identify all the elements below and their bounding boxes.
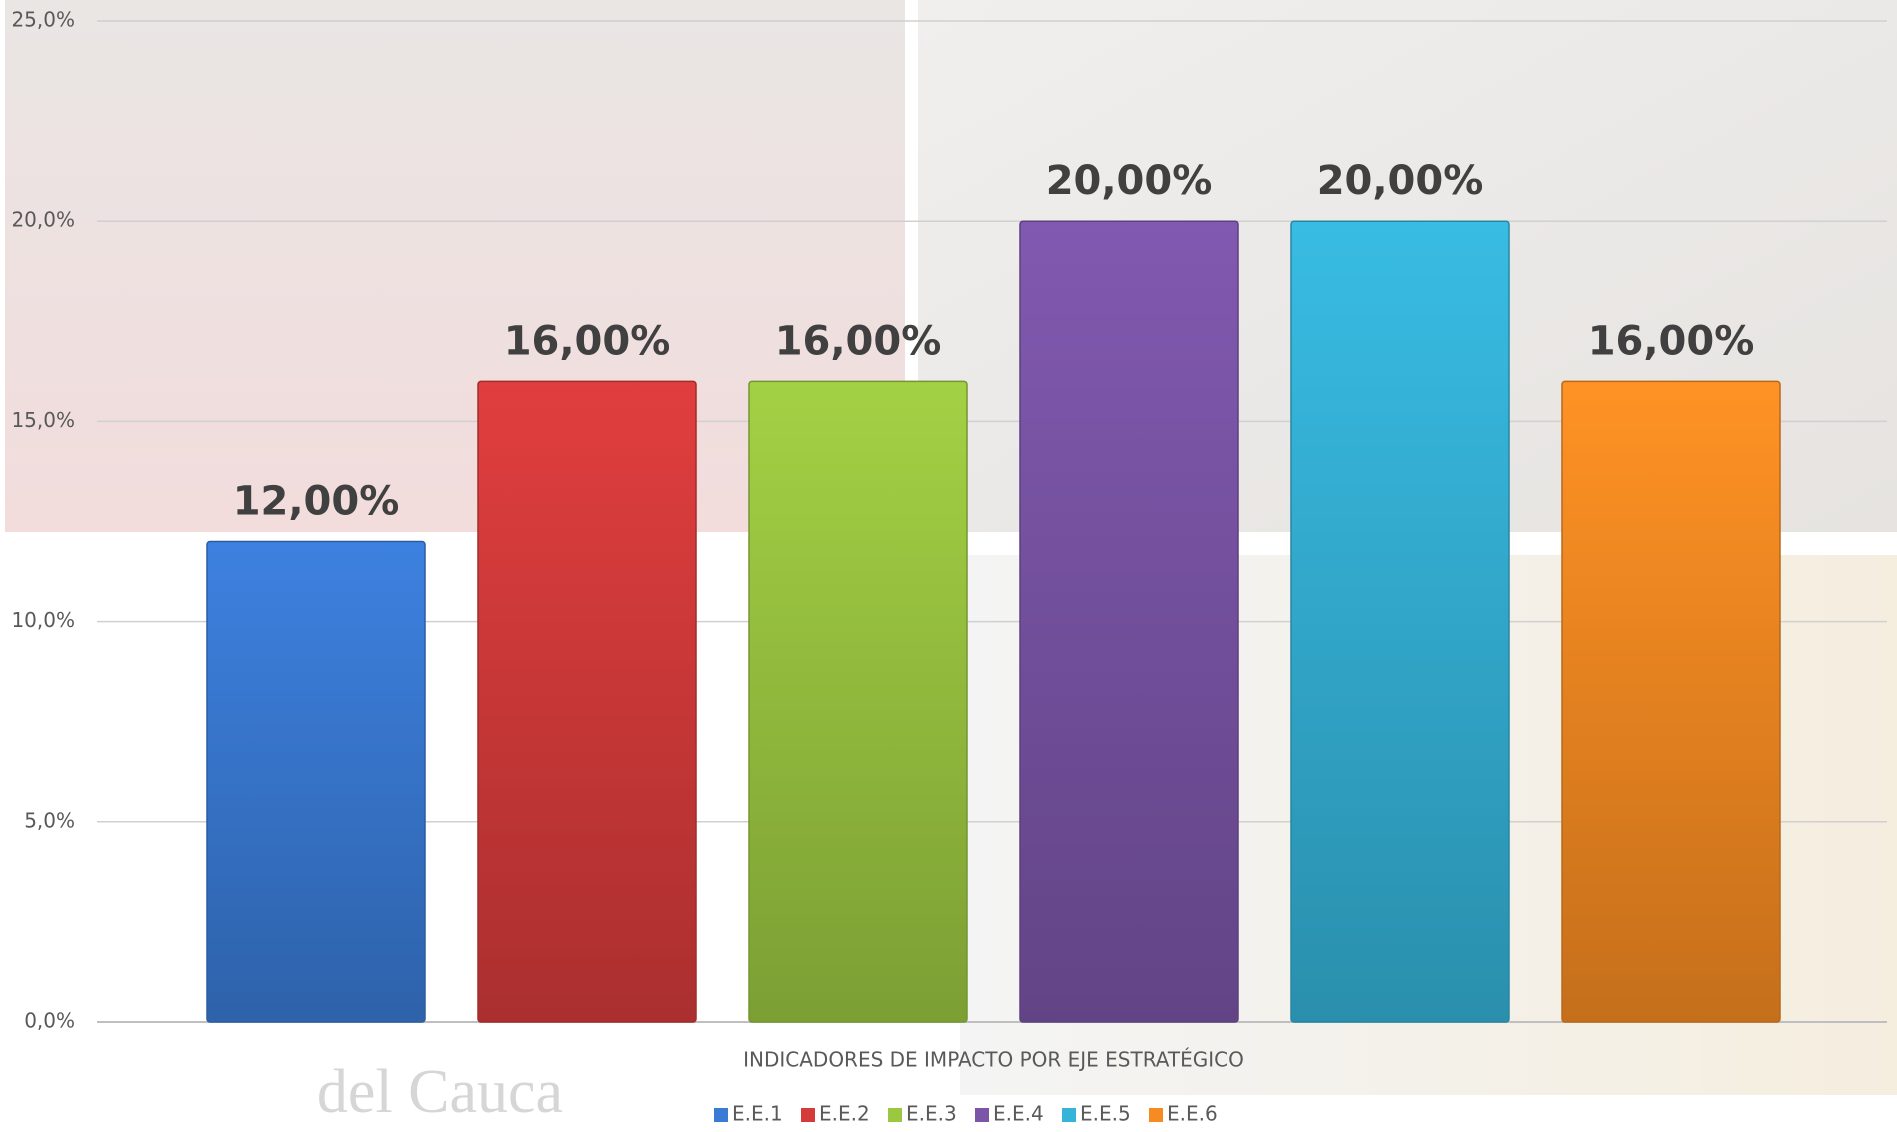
legend-label: E.E.2 xyxy=(819,1102,870,1126)
bar xyxy=(1019,220,1239,1023)
data-label: 20,00% xyxy=(1317,158,1484,204)
legend-swatch xyxy=(801,1108,815,1122)
legend-swatch xyxy=(975,1108,989,1122)
legend-label: E.E.5 xyxy=(1080,1102,1131,1126)
bar xyxy=(206,540,426,1023)
background-logo: del Cauca xyxy=(317,1058,563,1126)
legend-swatch xyxy=(1149,1108,1163,1122)
legend-swatch xyxy=(888,1108,902,1122)
bar xyxy=(477,380,697,1023)
x-axis-title: INDICADORES DE IMPACTO POR EJE ESTRATÉGI… xyxy=(743,1048,1244,1072)
legend-label: E.E.1 xyxy=(732,1102,783,1126)
data-label: 16,00% xyxy=(1588,318,1755,364)
y-tick-label: 20,0% xyxy=(11,208,75,232)
legend-swatch xyxy=(714,1108,728,1122)
bar xyxy=(748,380,968,1023)
legend-swatch xyxy=(1062,1108,1076,1122)
data-label: 16,00% xyxy=(504,318,671,364)
data-label: 16,00% xyxy=(775,318,942,364)
data-label: 20,00% xyxy=(1046,158,1213,204)
y-tick-label: 25,0% xyxy=(11,8,75,32)
y-tick-label: 0,0% xyxy=(24,1009,75,1033)
bar xyxy=(1290,220,1510,1023)
legend-label: E.E.3 xyxy=(906,1102,957,1126)
y-tick-label: 10,0% xyxy=(11,608,75,632)
data-label: 12,00% xyxy=(233,479,400,525)
bar xyxy=(1561,380,1781,1023)
y-tick-label: 5,0% xyxy=(24,808,75,832)
legend-label: E.E.6 xyxy=(1167,1102,1218,1126)
plot: 0,0% 5,0% 10,0% 15,0% 20,0% 25,0% 12,00% E.E.1 1… xyxy=(11,8,1887,1126)
legend-label: E.E.4 xyxy=(993,1102,1044,1126)
y-tick-label: 15,0% xyxy=(11,408,75,432)
